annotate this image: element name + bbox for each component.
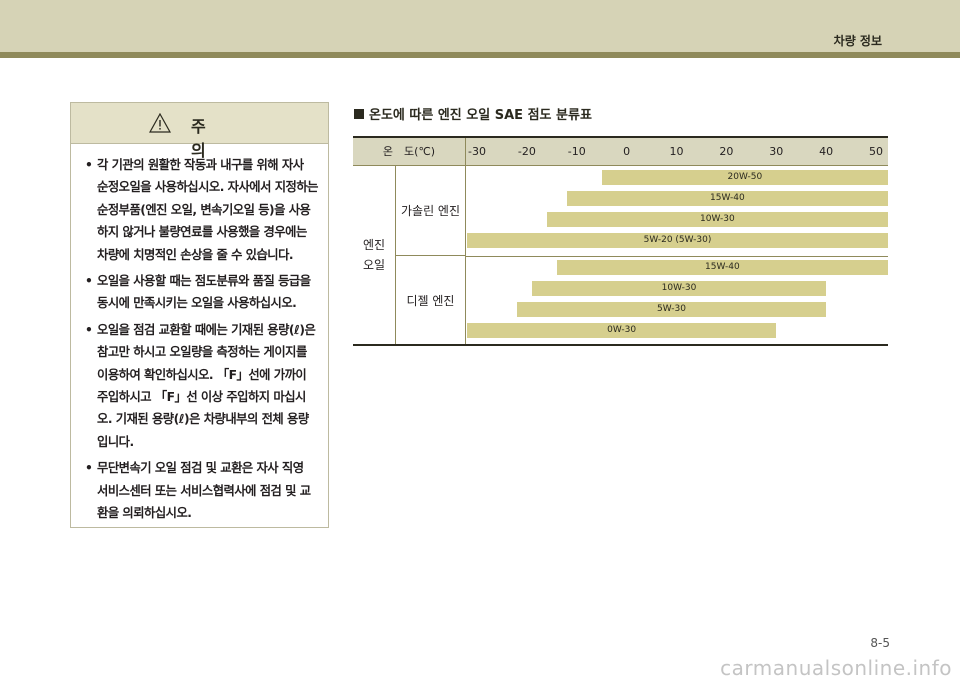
section-title: 온도에 따른 엔진 오일 SAE 점도 분류표 xyxy=(354,104,592,123)
caution-item-text: 각 기관의 원활한 작동과 내구를 위해 자사 순정오일을 사용하십시오. 자사… xyxy=(97,158,318,262)
caution-item-text: 무단변속기 오일 점검 및 교환은 자사 직영 서비스센터 또는 서비스협력사에… xyxy=(97,461,311,521)
page-number: 8-5 xyxy=(870,636,890,650)
caution-item: • 각 기관의 원활한 작동과 내구를 위해 자사 순정오일을 사용하십시오. 자… xyxy=(85,158,318,262)
axis-tick-label: 0 xyxy=(623,145,631,158)
viscosity-table: 온 도(℃) -30 -20 -10 0 10 20 30 40 50 엔진 오일 가솔린 엔진… xyxy=(353,136,888,346)
gasoline-engine-cell: 가솔린 엔진 xyxy=(396,166,466,256)
axis-tick-label: -20 xyxy=(517,145,536,158)
header-title: 차량 정보 xyxy=(833,34,882,48)
viscosity-bar: 15W-40 xyxy=(566,191,888,206)
table-header: 온 도(℃) -30 -20 -10 0 10 20 30 40 50 xyxy=(353,138,888,166)
caution-item: • 오일을 점검 교환할 때에는 기재된 용량(ℓ)은 참고만 하시고 오일량을 … xyxy=(85,322,316,449)
square-bullet-icon xyxy=(354,109,364,119)
viscosity-bar: 10W-30 xyxy=(531,281,827,296)
viscosity-bar: 15W-40 xyxy=(556,260,888,275)
warning-triangle-icon xyxy=(149,113,171,133)
axis-tick-label: 30 xyxy=(769,145,784,158)
row-separator xyxy=(465,256,888,257)
caution-list: • 각 기관의 원활한 작동과 내구를 위해 자사 순정오일을 사용하십시오. 자… xyxy=(71,144,328,525)
diesel-engine-cell: 디젤 엔진 xyxy=(396,257,466,344)
caution-box: 주 의 • 각 기관의 원활한 작동과 내구를 위해 자사 순정오일을 사용하십시… xyxy=(70,102,329,528)
viscosity-bar: 5W-20 (5W-30) xyxy=(467,233,888,248)
axis-tick-label: 20 xyxy=(719,145,734,158)
gasoline-engine-label: 가솔린 엔진 xyxy=(400,204,460,218)
axis-tick-label: 10 xyxy=(669,145,684,158)
axis-tick-label: 40 xyxy=(819,145,834,158)
watermark: carmanualsonline.info xyxy=(720,656,952,680)
section-title-text: 온도에 따른 엔진 오일 SAE 점도 분류표 xyxy=(369,108,592,123)
viscosity-bar: 20W-50 xyxy=(601,170,888,185)
caution-item: • 오일을 사용할 때는 점도분류와 품질 등급을 동시에 만족시키는 오일을 사… xyxy=(85,274,311,311)
header-divider xyxy=(0,52,960,58)
axis-tick-label: 50 xyxy=(869,145,883,158)
engine-oil-cell: 엔진 오일 xyxy=(353,166,396,344)
viscosity-bar: 0W-30 xyxy=(467,323,777,338)
caution-header: 주 의 xyxy=(71,103,328,160)
caution-item-text: 오일을 점검 교환할 때에는 기재된 용량(ℓ)은 참고만 하시고 오일량을 측… xyxy=(97,322,316,449)
caution-title: 주 의 xyxy=(191,117,244,160)
table-top-rule xyxy=(353,136,888,138)
engine-oil-label: 엔진 오일 xyxy=(362,238,386,272)
caution-item-text: 오일을 사용할 때는 점도분류와 품질 등급을 동시에 만족시키는 오일을 사용… xyxy=(97,274,311,311)
caution-item: • 무단변속기 오일 점검 및 교환은 자사 직영 서비스센터 또는 서비스협력사… xyxy=(85,461,311,521)
diesel-engine-label: 디젤 엔진 xyxy=(406,294,455,308)
viscosity-bar: 10W-30 xyxy=(546,212,888,227)
temperature-label: 온 도(℃) xyxy=(353,138,466,165)
axis-tick-label: -10 xyxy=(567,145,586,158)
viscosity-bar: 5W-30 xyxy=(516,302,827,317)
header-band xyxy=(0,0,960,52)
table-bottom-rule xyxy=(353,344,888,346)
axis-tick-label: -30 xyxy=(468,145,486,158)
